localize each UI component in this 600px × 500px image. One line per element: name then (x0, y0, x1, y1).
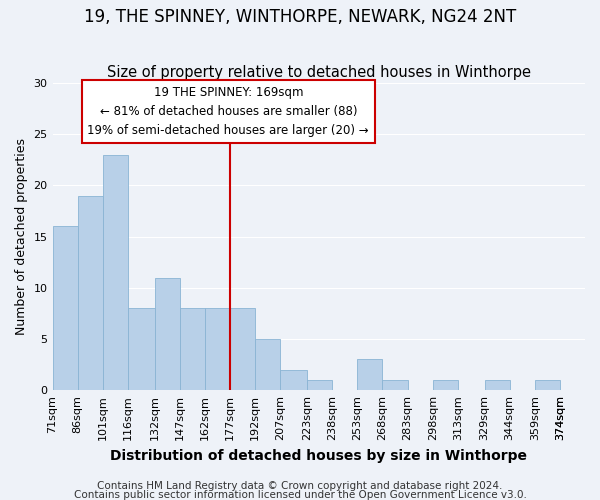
Bar (230, 308, 255, 390)
Bar (77, 196, 103, 390)
Y-axis label: Number of detached properties: Number of detached properties (15, 138, 28, 335)
Bar (535, 380, 560, 390)
Bar (103, 154, 128, 390)
Bar (280, 370, 307, 390)
Bar (128, 308, 155, 390)
Bar (433, 380, 458, 390)
Bar (382, 380, 407, 390)
Bar (180, 308, 205, 390)
Text: Contains public sector information licensed under the Open Government Licence v3: Contains public sector information licen… (74, 490, 526, 500)
Bar (255, 339, 280, 390)
Bar (307, 380, 332, 390)
Bar (357, 360, 382, 390)
Bar (53, 226, 77, 390)
Bar (205, 308, 230, 390)
Text: 19 THE SPINNEY: 169sqm
← 81% of detached houses are smaller (88)
19% of semi-det: 19 THE SPINNEY: 169sqm ← 81% of detached… (88, 86, 369, 137)
Bar (155, 278, 180, 390)
Text: 19, THE SPINNEY, WINTHORPE, NEWARK, NG24 2NT: 19, THE SPINNEY, WINTHORPE, NEWARK, NG24… (84, 8, 516, 26)
X-axis label: Distribution of detached houses by size in Winthorpe: Distribution of detached houses by size … (110, 448, 527, 462)
Title: Size of property relative to detached houses in Winthorpe: Size of property relative to detached ho… (107, 66, 531, 80)
Text: Contains HM Land Registry data © Crown copyright and database right 2024.: Contains HM Land Registry data © Crown c… (97, 481, 503, 491)
Bar (485, 380, 509, 390)
